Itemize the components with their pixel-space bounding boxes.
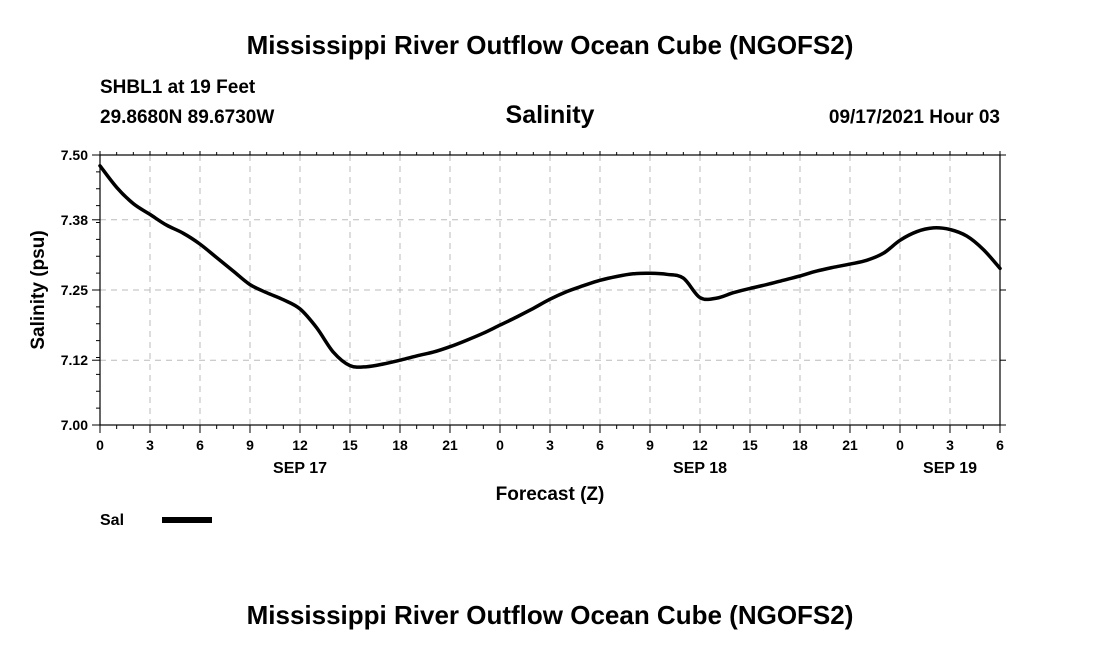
x-tick-label: 0 [496,437,504,453]
x-tick-label: 6 [996,437,1004,453]
y-tick-label: 7.12 [61,352,88,368]
x-tick-label: 18 [792,437,808,453]
x-tick-label: 15 [342,437,358,453]
x-tick-label: 18 [392,437,408,453]
chart-title: Salinity [505,101,595,129]
y-tick-label: 7.38 [61,212,88,228]
y-tick-label: 7.00 [61,417,88,433]
date-label: SEP 18 [673,460,727,477]
y-tick-label: 7.25 [61,282,88,298]
x-axis-title: Forecast (Z) [496,484,605,505]
x-tick-label: 15 [742,437,758,453]
x-tick-label: 12 [692,437,708,453]
x-tick-label: 6 [196,437,204,453]
station-coords: 29.8680N 89.6730W [100,107,275,128]
series-line-sal [98,164,1002,369]
x-tick-label: 3 [546,437,554,453]
x-tick-label: 21 [442,437,458,453]
x-tick-label: 0 [96,437,104,453]
date-label: SEP 19 [923,460,977,477]
footer-title: Mississippi River Outflow Ocean Cube (NG… [246,600,854,630]
x-tick-label: 6 [596,437,604,453]
date-label: SEP 17 [273,460,327,477]
x-tick-label: 3 [146,437,154,453]
grid-lines [100,155,1000,425]
station-label: SHBL1 at 19 Feet [100,77,256,98]
legend-label: Sal [100,512,124,529]
x-tick-label: 21 [842,437,858,453]
x-tick-label: 9 [646,437,654,453]
x-tick-label: 9 [246,437,254,453]
x-tick-label: 0 [896,437,904,453]
axis-ticks [92,151,1006,433]
run-datetime: 09/17/2021 Hour 03 [828,107,1000,128]
y-tick-label: 7.50 [61,147,88,163]
axis-labels: 0 3 6 9 12 15 18 21 0 3 6 9 12 15 18 21 0 3 6 7.00 7.12 7.25 7… [61,147,1004,477]
x-tick-label: 3 [946,437,954,453]
x-tick-label: 12 [292,437,308,453]
y-axis-title: Salinity (psu) [28,230,49,349]
main-title: Mississippi River Outflow Ocean Cube (NG… [246,30,854,60]
